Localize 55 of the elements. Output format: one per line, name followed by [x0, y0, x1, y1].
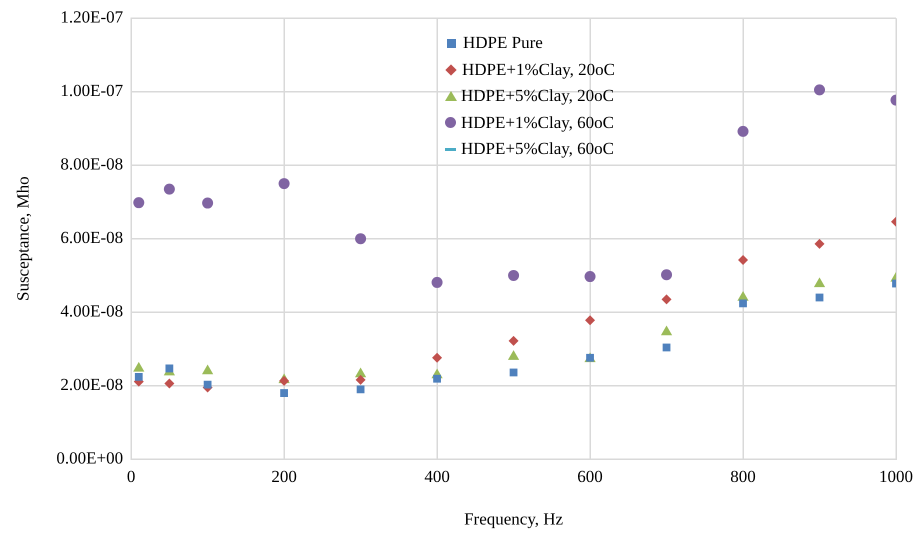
- point: [134, 372, 143, 381]
- x-tick-label: 400: [424, 466, 450, 486]
- point: [164, 378, 174, 388]
- point: [508, 336, 519, 346]
- point: [508, 350, 520, 360]
- point: [278, 178, 290, 190]
- point: [662, 344, 670, 352]
- point: [356, 385, 364, 394]
- point: [165, 364, 174, 372]
- point: [279, 376, 290, 386]
- point: [432, 276, 443, 288]
- point: [661, 269, 672, 280]
- point: [585, 315, 596, 326]
- x-tick-label: 1000: [879, 466, 913, 486]
- point: [510, 368, 518, 376]
- point: [432, 352, 442, 363]
- point: [508, 270, 520, 281]
- point: [202, 198, 214, 209]
- y-tick-label: 1.20E-07: [60, 8, 124, 27]
- point: [164, 184, 175, 195]
- x-tick-label: 600: [577, 466, 603, 486]
- point: [738, 126, 749, 137]
- x-axis-title: Frequency, Hz: [464, 509, 564, 528]
- y-tick-label: 2.00E-08: [60, 375, 124, 394]
- point: [814, 84, 826, 96]
- point: [356, 374, 366, 385]
- point: [133, 362, 144, 372]
- y-tick-label: 8.00E-08: [60, 154, 124, 174]
- point: [738, 255, 748, 266]
- point: [133, 197, 144, 208]
- legend-label: HDPE Pure: [463, 32, 543, 54]
- point: [662, 294, 672, 304]
- point: [814, 238, 825, 249]
- x-tick-label: 200: [271, 466, 297, 486]
- x-tick-label: 0: [126, 466, 136, 486]
- y-tick-label: 4.00E-08: [60, 302, 124, 321]
- point: [433, 374, 441, 383]
- point: [739, 299, 747, 308]
- point: [280, 389, 288, 397]
- x-tick-label: 800: [730, 466, 756, 486]
- y-axis-title: Susceptance, Mho: [14, 176, 33, 302]
- point: [355, 233, 366, 244]
- point: [204, 380, 212, 388]
- legend-label: HDPE+5%Clay, 20oC: [461, 85, 614, 107]
- legend-label: HDPE+1%Clay, 20oC: [462, 58, 615, 81]
- point: [202, 364, 214, 374]
- y-tick-label: 0.00E+00: [56, 448, 124, 468]
- y-tick-label: 1.00E-07: [60, 81, 124, 100]
- point: [584, 271, 596, 282]
- legend-label: HDPE+5%Clay, 60oC: [461, 138, 614, 160]
- point: [816, 294, 824, 302]
- y-tick-label: 6.00E-08: [60, 228, 124, 248]
- point: [814, 277, 826, 288]
- point: [660, 326, 672, 336]
- legend-label: HDPE+1%Clay, 60oC: [461, 112, 614, 134]
